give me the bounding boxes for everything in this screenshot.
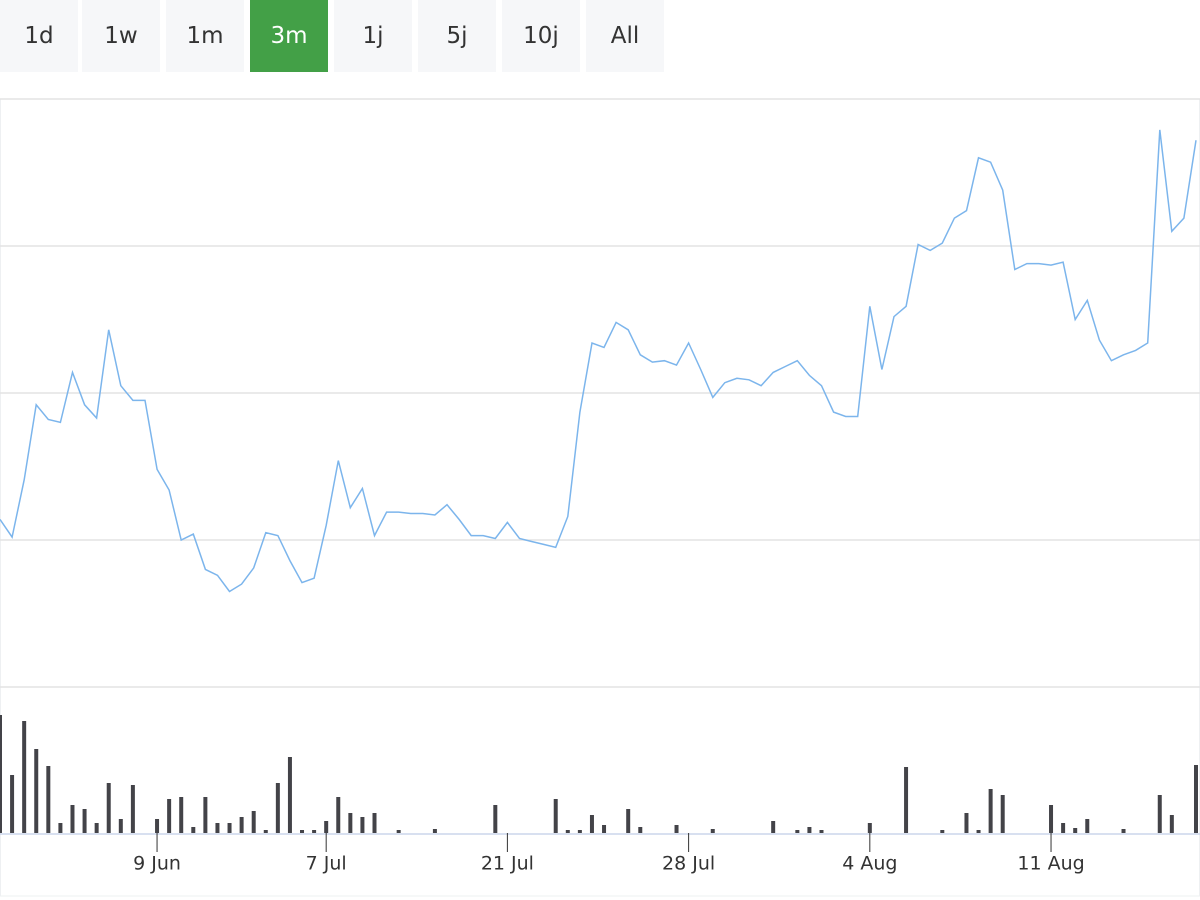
x-tick-label: 28 Jul: [662, 853, 715, 875]
volume-bar: [1061, 823, 1066, 833]
volume-bar: [34, 749, 39, 833]
volume-bar: [638, 827, 643, 833]
volume-bar: [239, 817, 244, 833]
plot-frame: [0, 98, 1200, 897]
range-button[interactable]: 1w: [82, 0, 160, 72]
volume-bar: [396, 830, 401, 833]
volume-bar: [674, 825, 679, 833]
volume-bar: [771, 821, 776, 833]
range-button[interactable]: 1j: [334, 0, 412, 72]
volume-bar: [215, 823, 220, 833]
x-tick-label: 21 Jul: [481, 853, 534, 875]
volume-bar: [203, 797, 208, 833]
range-button[interactable]: All: [586, 0, 664, 72]
volume-bar: [795, 830, 800, 833]
volume-bar: [372, 813, 377, 833]
volume-bar: [1085, 819, 1090, 833]
range-button[interactable]: 1d: [0, 0, 78, 72]
volume-bar: [1000, 795, 1005, 833]
volume-bar: [118, 819, 123, 833]
volume-bar: [251, 811, 256, 833]
volume-bar: [263, 830, 268, 833]
volume-bar: [10, 775, 15, 833]
volume-bar: [0, 715, 2, 833]
volume-bar: [312, 830, 317, 833]
volume-bar: [22, 721, 27, 833]
volume-bar: [82, 809, 87, 833]
volume-bar: [602, 825, 607, 833]
volume-bar: [155, 819, 160, 833]
volume-bar: [1073, 828, 1078, 833]
volume-bar: [179, 797, 184, 833]
range-button[interactable]: 10j: [502, 0, 580, 72]
volume-bar: [964, 813, 969, 833]
volume-bar: [275, 783, 280, 833]
x-tick-label: 7 Jul: [306, 853, 347, 875]
volume-bar: [130, 785, 135, 833]
range-button[interactable]: 5j: [418, 0, 496, 72]
volume-bar: [940, 830, 945, 833]
volume-bar: [1157, 795, 1162, 833]
x-tick-label: 11 Aug: [1017, 853, 1084, 875]
volume-bar: [819, 830, 824, 833]
volume-bar: [976, 830, 981, 833]
volume-bar: [336, 797, 341, 833]
volume-bar: [565, 830, 570, 833]
volume-bar: [106, 783, 111, 833]
x-tick-label: 9 Jun: [133, 853, 181, 875]
volume-bar: [58, 823, 63, 833]
volume-bar: [493, 805, 498, 833]
volume-bar: [589, 815, 594, 833]
volume-bar: [70, 805, 75, 833]
volume-bar: [1049, 805, 1054, 833]
volume-bar: [227, 823, 232, 833]
volume-bar: [807, 827, 812, 833]
volume-bar: [1194, 765, 1198, 833]
volume-bar: [360, 817, 365, 833]
volume-bar: [348, 813, 353, 833]
volume-bar: [1121, 829, 1126, 833]
volume-bar: [988, 789, 993, 833]
volume-bar: [904, 767, 909, 833]
volume-bar: [577, 830, 582, 833]
volume-bar: [167, 799, 172, 833]
volume-bar: [432, 829, 437, 833]
price-line: [0, 129, 1197, 593]
range-button[interactable]: 1m: [166, 0, 244, 72]
volume-bar: [710, 829, 715, 833]
volume-bar: [191, 827, 196, 833]
volume-bar: [46, 766, 51, 833]
x-tick-label: 4 Aug: [842, 853, 897, 875]
volume-bar: [626, 809, 631, 833]
volume-bar: [94, 823, 99, 833]
volume-bar: [324, 821, 329, 833]
volume-bar: [300, 830, 305, 833]
volume-bar: [1169, 815, 1174, 833]
volume-bar: [867, 823, 872, 833]
range-button[interactable]: 3m: [250, 0, 328, 72]
volume-bar: [287, 757, 292, 833]
volume-bar: [553, 799, 558, 833]
